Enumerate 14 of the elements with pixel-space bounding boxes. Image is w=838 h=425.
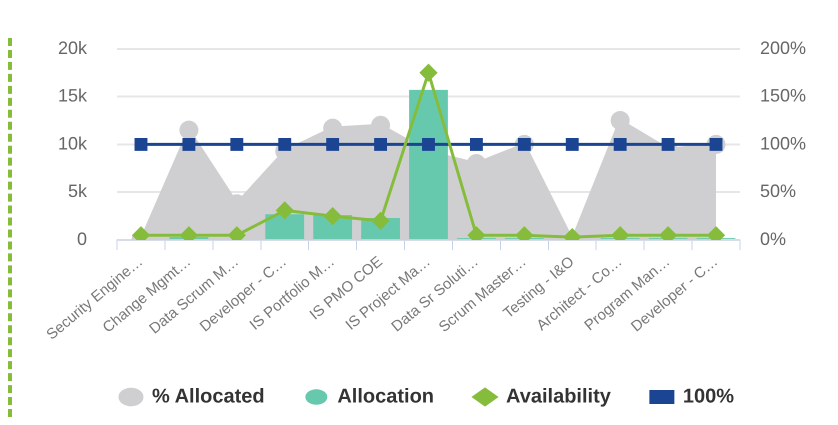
y2-tick-label: 100%: [760, 133, 806, 154]
legend-label: 100%: [682, 386, 734, 408]
y-tick-label: 0: [77, 229, 88, 250]
y2-tick-label: 200%: [760, 38, 806, 58]
y-tick-label: 10k: [58, 133, 88, 154]
y-tick-label: 20k: [58, 38, 88, 58]
y-tick-label: 15k: [58, 86, 88, 106]
y-tick-label: 5k: [68, 181, 88, 202]
y2-tick-label: 50%: [760, 181, 796, 202]
y2-tick-label: 0%: [760, 229, 786, 250]
legend-label: Allocation: [337, 386, 434, 408]
y2-tick-label: 150%: [760, 86, 806, 106]
legend-label: Availability: [506, 386, 612, 408]
legend-label: % Allocated: [152, 386, 265, 408]
